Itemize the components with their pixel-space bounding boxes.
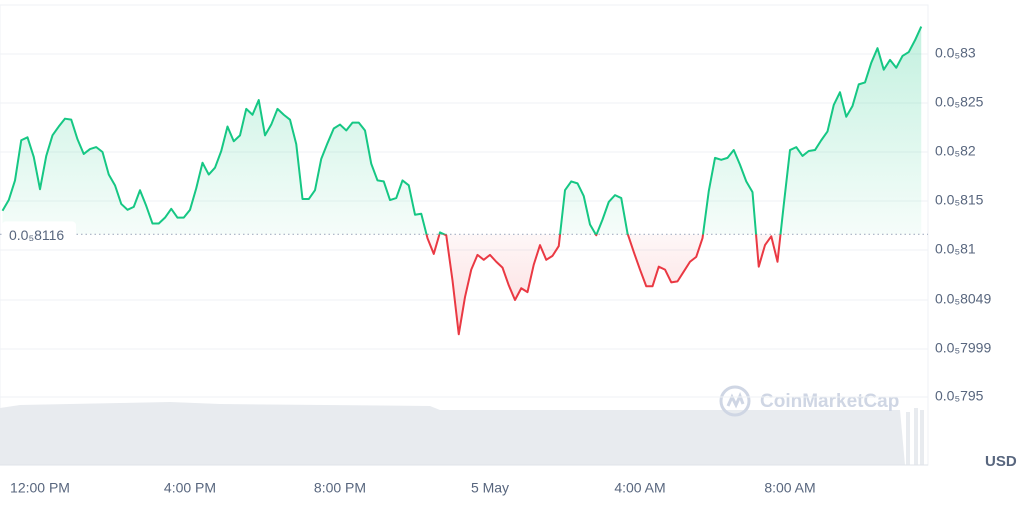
- y-tick-label: 0.0₅7999: [935, 340, 991, 356]
- reference-label: 0.0₅8116: [9, 227, 64, 243]
- y-tick-label: 0.0₅8049: [935, 291, 991, 307]
- reference-badge-bg: [2, 221, 76, 248]
- y-unit-label: USD: [985, 453, 1017, 470]
- watermark: CoinMarketCap: [760, 391, 899, 412]
- price-area: [2, 26, 922, 335]
- x-tick-label: 4:00 AM: [614, 480, 665, 496]
- y-tick-label: 0.0₅83: [935, 45, 976, 61]
- x-tick-label: 8:00 AM: [764, 480, 815, 496]
- volume-bars: [0, 402, 924, 465]
- y-tick-label: 0.0₅81: [935, 241, 976, 257]
- watermark-logo: [719, 385, 751, 417]
- y-tick-label: 0.0₅815: [935, 192, 984, 208]
- x-tick-label: 8:00 PM: [314, 480, 366, 496]
- y-tick-label: 0.0₅795: [935, 388, 984, 404]
- y-tick-label: 0.0₅82: [935, 143, 976, 159]
- reference-badge: 0.0₅8116: [2, 221, 76, 248]
- price-line: [1, 26, 923, 336]
- x-tick-label: 4:00 PM: [164, 480, 216, 496]
- y-tick-label: 0.0₅825: [935, 94, 984, 110]
- x-tick-label: 5 May: [471, 480, 509, 496]
- x-tick-label: 12:00 PM: [10, 480, 70, 496]
